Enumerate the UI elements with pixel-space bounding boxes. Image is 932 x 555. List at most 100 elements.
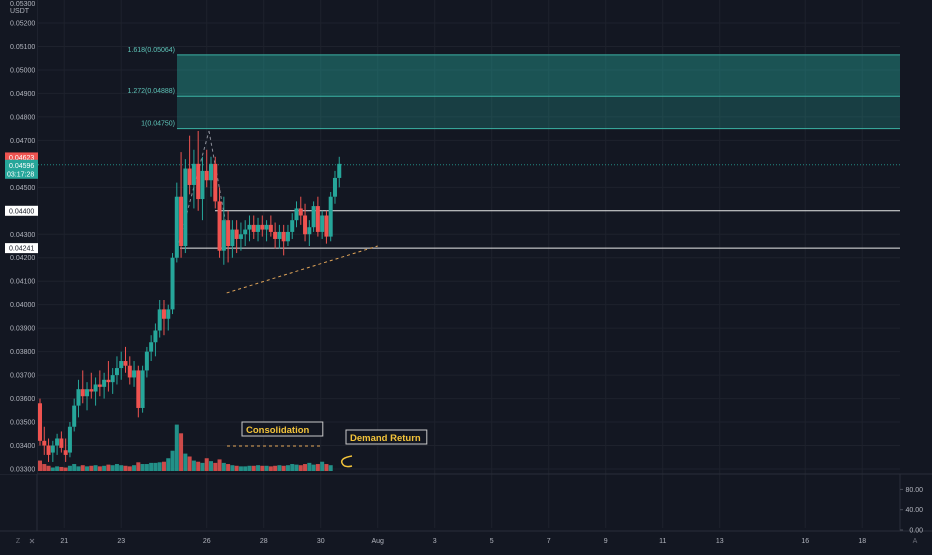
volume-bar (119, 465, 124, 471)
candle (320, 210, 325, 239)
candle (93, 377, 98, 406)
time-tick-label: 7 (547, 538, 551, 545)
candle-body (170, 257, 175, 310)
timezone-button[interactable]: Z (16, 538, 21, 545)
candle (298, 196, 303, 225)
candle (80, 370, 85, 404)
candle (260, 215, 265, 237)
volume-bar (298, 465, 303, 471)
candle (38, 398, 42, 446)
demand-return-label-box (345, 429, 428, 445)
time-tick-label: 16 (801, 538, 809, 545)
candle-body (110, 375, 115, 383)
candle-body (320, 215, 325, 232)
candle (290, 213, 295, 239)
volume-bar (221, 462, 226, 471)
last-price-tag-bg (5, 159, 38, 179)
candle-body (76, 389, 81, 406)
volume-bar (307, 462, 312, 471)
ascending-support-line[interactable] (226, 245, 378, 294)
candle-body (157, 309, 162, 331)
volume-bar (123, 465, 128, 471)
volume-bar (209, 461, 213, 471)
candle-body (161, 309, 166, 319)
candle (59, 431, 64, 453)
volume-bar (260, 465, 265, 471)
volume-bar (38, 460, 42, 471)
candle-body (106, 379, 111, 383)
volume-bar (213, 462, 218, 471)
candle (332, 170, 337, 204)
candle (324, 210, 329, 244)
volume-bar (196, 461, 201, 471)
price-tick-label: 0.04300 (10, 232, 35, 239)
volume-bar (328, 465, 333, 471)
candle (285, 224, 290, 246)
volume-bar (179, 433, 184, 471)
consolidation-label[interactable]: Consolidation (241, 421, 324, 437)
volume-bar (226, 464, 231, 471)
candle (187, 135, 192, 195)
volume-tick-label: 40.00 (905, 507, 923, 514)
countdown-text: 03:17:28 (7, 171, 34, 178)
candle-body (102, 379, 107, 387)
volume-bar (50, 467, 55, 471)
candle (234, 220, 239, 254)
candle-body (191, 163, 196, 185)
level-price-tag: 0.04400 (5, 205, 38, 216)
high-price-text: 0.04623 (9, 155, 34, 162)
candle-body (149, 342, 154, 352)
candle-body (273, 231, 278, 239)
price-tick-label: 0.03500 (10, 420, 35, 427)
candle-body (46, 445, 51, 455)
annotations[interactable]: Consolidation Demand Return (227, 421, 428, 468)
candle (247, 215, 252, 242)
time-tick-label: Aug (371, 538, 384, 545)
price-tick-label: 0.03700 (10, 373, 35, 380)
candle (221, 196, 226, 265)
time-tick-label: 30 (317, 538, 325, 545)
volume-bar (290, 464, 295, 471)
candle-body (213, 163, 218, 202)
candle (89, 372, 94, 399)
volume-bar (187, 456, 192, 471)
candle-body (72, 405, 77, 427)
candle-body (196, 163, 201, 200)
volume-bar (166, 458, 171, 471)
candle (127, 356, 132, 385)
volume-bar (144, 464, 149, 471)
volume-bar (204, 458, 209, 471)
demand-return-label[interactable]: Demand Return (345, 429, 428, 445)
candle-body (268, 224, 273, 232)
auto-scale-button[interactable]: A (913, 538, 918, 545)
candle (132, 361, 137, 387)
candle-body (89, 389, 94, 392)
candle-body (183, 168, 188, 246)
candle (136, 365, 141, 418)
price-tick-label: 0.04700 (10, 138, 35, 145)
candle-body (119, 361, 124, 369)
fibonacci-zone[interactable]: 1.618(0.05064) 1.272(0.04888) 1(0.04750) (128, 47, 900, 130)
candle-body (264, 224, 269, 230)
volume-bar (67, 465, 72, 471)
volume-bar (102, 465, 107, 471)
price-tick-label: 0.04500 (10, 185, 35, 192)
level-price-tag-bg (5, 205, 38, 216)
candle-body (324, 215, 329, 237)
candle-body (260, 224, 265, 230)
candle-body (217, 201, 222, 251)
candle-body (332, 177, 337, 197)
volume-bar (174, 424, 179, 471)
time-axis[interactable]: 21 23 26 28 30 Aug 3 5 7 9 11 13 16 18 Z A (16, 538, 918, 545)
candle-body (67, 426, 72, 453)
candle (251, 215, 256, 239)
volume-axis[interactable]: 80.00 40.00 0.00 (900, 487, 923, 535)
candle-body (209, 163, 213, 181)
candle (110, 368, 115, 394)
volume-bar (191, 460, 196, 471)
